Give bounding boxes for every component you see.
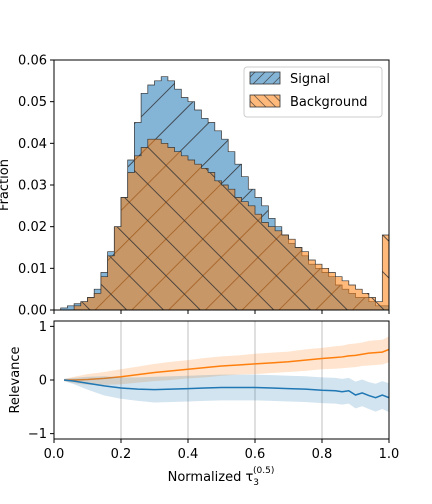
relevance-x-tick-label: 0.4 [178, 447, 199, 462]
x-axis-label-main: Normalized τ [168, 470, 254, 485]
relevance-y-tick-label: 1 [39, 320, 47, 335]
histogram-bin-background [289, 239, 296, 310]
histogram-y-tick-label: 0.01 [18, 262, 47, 277]
histogram-bin-background [168, 148, 175, 311]
relevance-line-signal [63, 379, 389, 399]
relevance-y-tick-label: −1 [28, 427, 47, 442]
histogram-bin-background [356, 289, 363, 310]
histogram-bin-background [74, 306, 81, 310]
relevance-x-tick-label: 0.2 [111, 447, 132, 462]
histogram-bin-background [382, 235, 389, 310]
histogram-bin-background [175, 152, 182, 310]
histogram-bin-background [108, 256, 115, 310]
relevance-x-tick-label: 1.0 [379, 447, 400, 462]
relevance-y-axis-label: Relevance [8, 346, 23, 413]
histogram-bin-background [188, 160, 195, 310]
histogram-bin-signal [67, 306, 74, 310]
relevance-y-tick-label: 0 [39, 374, 47, 389]
histogram-bin-background [376, 302, 383, 310]
histogram-bin-background [342, 281, 349, 310]
histogram-bin-background [302, 252, 309, 310]
legend-label-background: Background [290, 95, 368, 110]
histogram-bin-background [248, 206, 255, 310]
histogram-bin-background [208, 173, 215, 311]
legend-swatch-background-hatch [250, 95, 280, 107]
legend: Signal Background [243, 66, 383, 118]
histogram-bin-background [195, 164, 202, 310]
histogram-bin-background [128, 173, 135, 311]
histogram-bin-background [148, 139, 155, 310]
histogram-bin-background [155, 139, 162, 310]
histogram-bin-background [181, 156, 188, 310]
histogram-bin-background [369, 298, 376, 311]
histogram-bin-background [215, 181, 222, 310]
histogram-y-tick-label: 0.05 [18, 95, 47, 110]
x-axis-label-subscript: 3 [253, 478, 259, 488]
x-axis-label-superscript: (0.5) [253, 466, 274, 476]
relevance-x-tick-label: 0.8 [312, 447, 333, 462]
histogram-bin-background [255, 214, 262, 310]
relevance-band-signal [64, 374, 389, 413]
histogram-bin-background [295, 248, 302, 311]
histogram-bin-background [201, 168, 208, 310]
histogram-bin-background [161, 143, 168, 310]
histogram-bin-background [282, 235, 289, 310]
histogram-bin-background [228, 189, 235, 310]
histogram-bin-background [134, 156, 141, 310]
histogram-bin-background [262, 223, 269, 311]
relevance-band-background [64, 336, 389, 385]
relevance-line-background [64, 348, 389, 381]
histogram-bin-background [141, 148, 148, 311]
histogram-bin-background [275, 231, 282, 310]
histogram-y-tick-label: 0.06 [18, 54, 47, 69]
histogram-outline-background [54, 138, 389, 310]
histogram-bin-background [242, 202, 249, 310]
histogram-bin-background [309, 260, 316, 310]
relevance-panel: −1 0 1 0.0 0.2 0.4 0.6 0.8 1.0 Relevance Normal… [8, 320, 399, 488]
legend-label-signal: Signal [290, 72, 330, 87]
histogram-bin-background [101, 277, 108, 310]
relevance-x-tick-label: 0.0 [44, 447, 65, 462]
histogram-bin-background [315, 264, 322, 310]
histogram-bin-background [349, 285, 356, 310]
histogram-bin-background [94, 293, 101, 310]
histogram-bin-background [329, 273, 336, 311]
histogram-y-tick-label: 0.04 [18, 137, 47, 152]
x-axis-label: Normalized τ3 (0.5) [168, 466, 275, 488]
histogram-bin-background [81, 302, 88, 310]
histogram-hatch-background [54, 139, 389, 310]
relevance-x-tick-label: 0.6 [245, 447, 266, 462]
histogram-bin-background [121, 198, 128, 311]
histogram-bin-background [362, 293, 369, 310]
histogram-y-tick-label: 0.03 [18, 179, 47, 194]
histogram-bin-background [114, 227, 121, 310]
histogram-bin-background [235, 198, 242, 311]
histogram-y-axis-label: Fraction [0, 159, 12, 211]
legend-swatch-signal-hatch [250, 72, 280, 84]
histogram-bin-background [335, 277, 342, 310]
histogram-bin-background [268, 227, 275, 310]
histogram-bin-background [322, 268, 329, 310]
histogram-y-tick-label: 0.00 [18, 304, 47, 319]
histogram-y-tick-label: 0.02 [18, 220, 47, 235]
histogram-panel: 0.00 0.01 0.02 0.03 0.04 0.05 0.06 Fraction Si… [0, 54, 390, 319]
histogram-bin-background [222, 185, 229, 310]
histogram-bin-background [88, 298, 95, 311]
